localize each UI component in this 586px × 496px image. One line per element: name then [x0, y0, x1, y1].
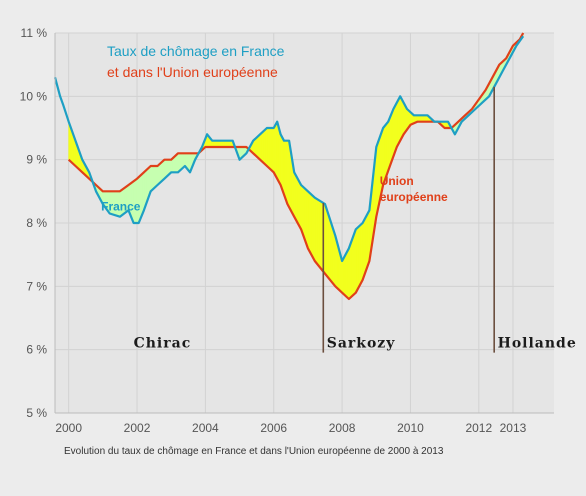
series-line-eu	[67, 32, 525, 301]
series-label-eu: européenne	[380, 190, 448, 204]
event-label: Sarkozy	[327, 336, 396, 352]
x-tick-label: 2002	[124, 421, 151, 435]
event-label: Chirac	[134, 336, 192, 352]
x-tick-label: 2012	[465, 421, 492, 435]
y-tick-label: 5 %	[26, 406, 47, 420]
y-tick-label: 6 %	[26, 343, 47, 357]
series-label-france: France	[101, 199, 141, 213]
x-tick-label: 2008	[329, 421, 356, 435]
x-tick-label: 2010	[397, 421, 424, 435]
chart-title-line: et dans l'Union européenne	[107, 64, 278, 80]
unemployment-chart: 5 % 6 % 7 % 8 % 9 % 10 % 11 % 2000 2002 2004 2006 2…	[20, 26, 577, 435]
x-tick-label: 2013	[500, 421, 527, 435]
y-tick-label: 11 %	[21, 26, 48, 40]
x-tick-label: 2006	[260, 421, 287, 435]
y-tick-label: 8 %	[26, 216, 47, 230]
y-tick-label: 10 %	[20, 89, 48, 103]
series-label-eu: Union	[380, 174, 414, 188]
x-tick-label: 2004	[192, 421, 219, 435]
series-line-france	[53, 35, 525, 263]
x-tick-label: 2000	[55, 421, 82, 435]
y-tick-label: 7 %	[26, 279, 47, 293]
chart-title-line: Taux de chômage en France	[107, 43, 285, 59]
y-tick-label: 9 %	[26, 153, 47, 167]
chart-caption: Evolution du taux de chômage en France e…	[64, 446, 444, 457]
event-label: Hollande	[498, 336, 577, 352]
grid	[55, 32, 554, 414]
